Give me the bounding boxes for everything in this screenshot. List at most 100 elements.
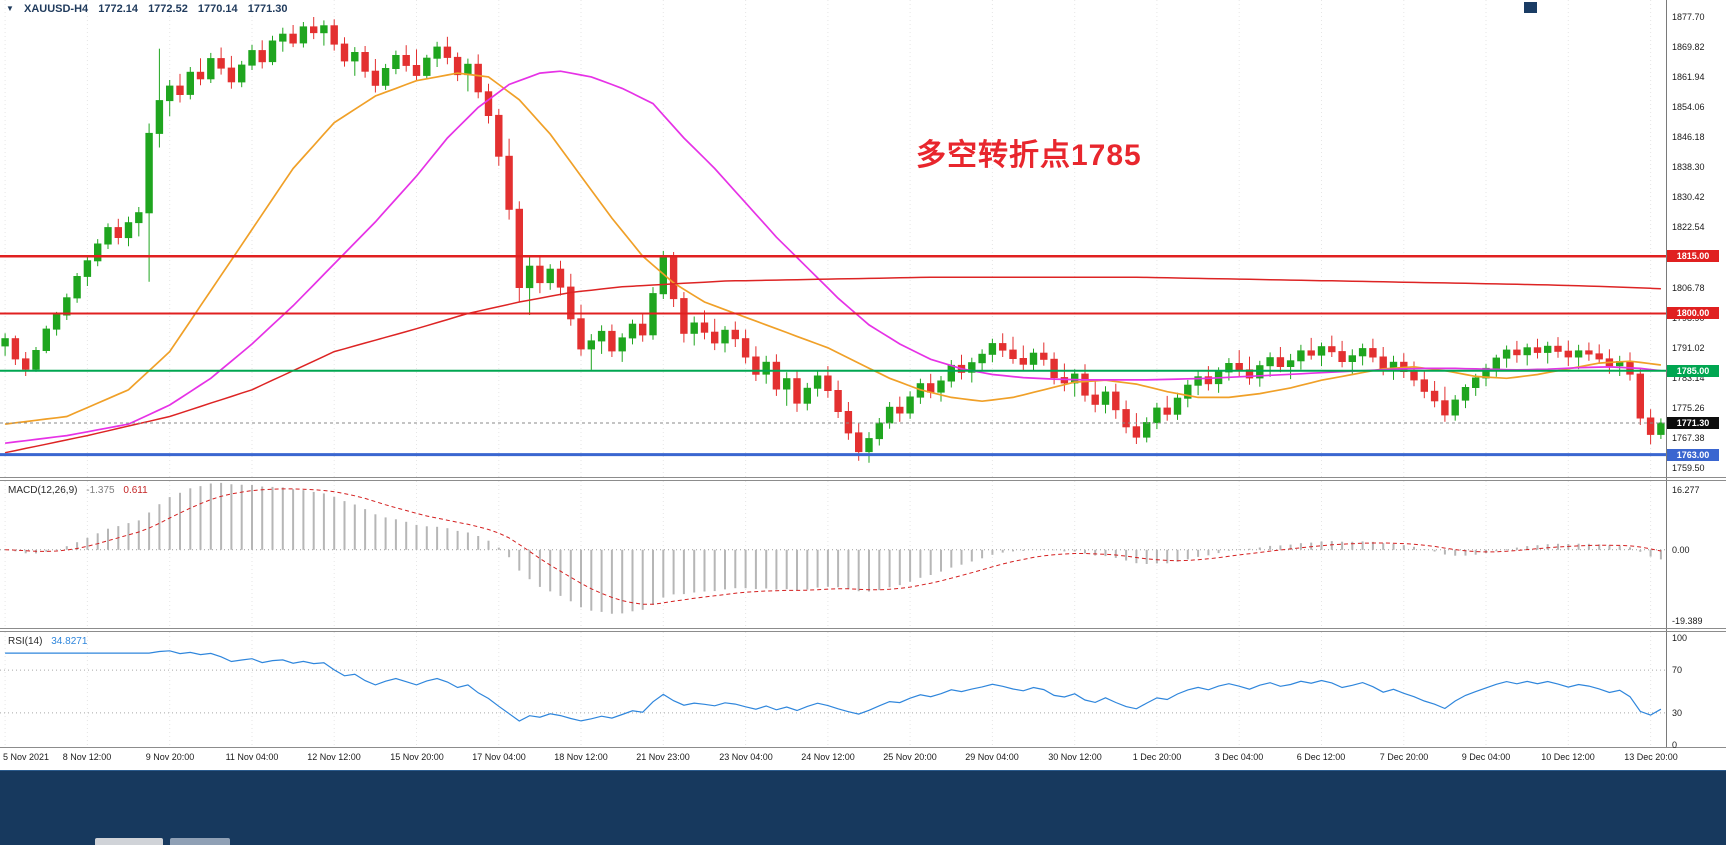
candle-down	[844, 411, 853, 434]
candle-down	[515, 208, 523, 288]
time-axis-label: 24 Nov 12:00	[801, 752, 855, 762]
rsi-line	[5, 650, 1662, 722]
panel-splitter[interactable]	[0, 477, 1726, 478]
candle-down	[1369, 348, 1377, 358]
panel-splitter[interactable]	[0, 631, 1726, 632]
time-axis-label: 21 Nov 23:00	[636, 752, 690, 762]
panel-splitter[interactable]	[0, 628, 1726, 629]
candle-up	[83, 260, 92, 277]
candle-down	[1132, 426, 1141, 438]
candle-up	[238, 64, 246, 83]
panel-splitter[interactable]	[0, 480, 1726, 481]
candle-up	[186, 71, 195, 95]
candle-down	[1420, 379, 1428, 392]
ma-mid-magenta[interactable]	[4, 70, 1661, 445]
macd-signal-value: 0.611	[123, 485, 148, 496]
time-axis-label: 18 Nov 12:00	[554, 752, 608, 762]
candle-down	[196, 71, 205, 80]
rsi-name: RSI(14)	[8, 636, 43, 647]
time-axis-label: 8 Nov 12:00	[62, 752, 112, 762]
ma-slow-red[interactable]	[4, 276, 1661, 454]
time-axis-label: 3 Dec 04:00	[1214, 752, 1264, 762]
candle-down	[1585, 350, 1593, 355]
candle-down	[824, 375, 832, 391]
taskbar-item[interactable]	[170, 838, 230, 845]
price-tick-label: 1869.82	[1672, 42, 1705, 52]
macd-name: MACD(12,26,9)	[8, 485, 78, 496]
macd-main-value: -1.375	[86, 485, 115, 496]
candle-up	[248, 50, 256, 66]
candle-down	[258, 50, 266, 63]
candle-up	[937, 380, 945, 393]
price-chart[interactable]	[0, 0, 1666, 477]
candle-up	[42, 328, 50, 352]
candle-up	[135, 212, 143, 224]
candle-down	[999, 343, 1007, 351]
candle-up	[968, 362, 976, 373]
candle-down	[1338, 351, 1346, 363]
candle-down	[1091, 394, 1099, 405]
candle-up	[1266, 357, 1274, 367]
candle-up	[1297, 350, 1305, 362]
price-tick-label: 1775.26	[1672, 403, 1705, 413]
candle-down	[22, 358, 30, 370]
candle-down	[1204, 376, 1213, 385]
macd-panel[interactable]	[0, 481, 1666, 628]
candle-up	[433, 46, 441, 59]
time-axis-label: 9 Nov 20:00	[145, 752, 195, 762]
price-tick-label: 1854.06	[1672, 102, 1705, 112]
candle-up	[1184, 384, 1192, 399]
candle-up	[1101, 391, 1110, 405]
candle-down	[1040, 352, 1048, 360]
candle-down	[1441, 400, 1449, 416]
current-price-badge: 1771.30	[1667, 417, 1719, 429]
price-axis-separator	[1666, 0, 1667, 747]
candle-up	[1502, 349, 1511, 359]
quote-close: 1771.30	[247, 3, 288, 15]
time-axis-label: 13 Dec 20:00	[1624, 752, 1678, 762]
candle-down	[443, 46, 452, 58]
candle-up	[1225, 363, 1233, 373]
candle-down	[484, 91, 493, 117]
candle-up	[906, 396, 914, 414]
ma-fast-orange[interactable]	[4, 72, 1662, 425]
candle-down	[1050, 358, 1058, 379]
candle-up	[721, 329, 729, 344]
chart-annotation[interactable]: 多空转折点1785	[916, 139, 1142, 172]
candle-up	[299, 26, 308, 44]
rsi-tick-label: 0	[1672, 740, 1678, 750]
symbol-dropdown-icon[interactable]: ▼	[6, 4, 14, 13]
quote-open: 1772.14	[98, 3, 138, 15]
taskbar-item[interactable]	[95, 838, 163, 845]
candle-up	[1472, 377, 1480, 388]
rsi-panel[interactable]	[0, 632, 1666, 747]
candle-up	[525, 265, 534, 289]
candle-down	[1554, 345, 1562, 352]
candle-down	[1122, 409, 1130, 428]
candle-up	[104, 227, 112, 245]
chart-shift-marker[interactable]	[1524, 2, 1537, 13]
candle-down	[731, 329, 739, 340]
candle-up	[803, 387, 811, 404]
time-axis-label: 15 Nov 20:00	[390, 752, 444, 762]
candle-down	[340, 43, 349, 62]
candle-down	[793, 378, 801, 404]
candle-up	[381, 68, 390, 86]
candle-up	[865, 438, 873, 453]
rsi-tick-label: 70	[1672, 665, 1683, 675]
candle-down	[772, 361, 781, 390]
candle-up	[1317, 346, 1326, 356]
macd-signal-line	[5, 488, 1661, 605]
price-level-badge: 1763.00	[1667, 449, 1719, 461]
candle-up	[628, 323, 637, 339]
candle-down	[176, 85, 184, 95]
time-axis[interactable]: 5 Nov 2021 8 Nov 12:00 9 Nov 20:00 11 Nov 0…	[0, 748, 1726, 770]
price-level-badge: 1785.00	[1667, 365, 1719, 377]
candle-down	[741, 338, 750, 358]
candle-up	[1657, 422, 1665, 435]
candle-down	[1533, 347, 1542, 353]
candle-down	[834, 390, 842, 412]
candle-up	[32, 350, 40, 370]
quote-symbol: XAUUSD-H4	[23, 3, 89, 15]
